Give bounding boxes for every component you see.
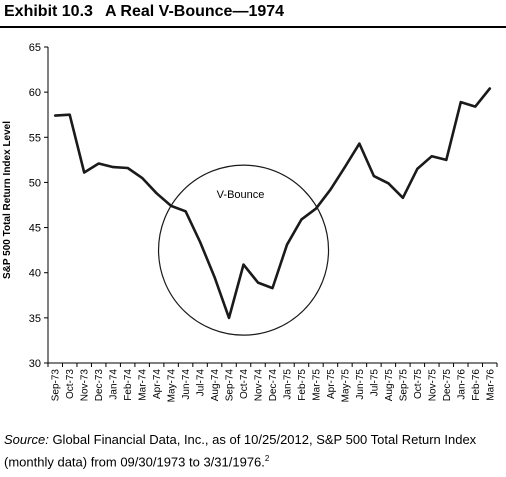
data-point [228, 317, 230, 319]
x-tick-label: Sep-74 [225, 369, 236, 402]
data-point [242, 263, 245, 266]
x-tick-label: Feb-76 [471, 369, 482, 401]
y-tick-label: 65 [29, 42, 41, 54]
annotation-circle [157, 164, 330, 336]
source-label: Source: [4, 432, 49, 447]
y-tick-label: 50 [29, 177, 41, 189]
data-point [358, 142, 361, 145]
x-tick-label: Nov-75 [427, 369, 438, 402]
x-tick-label: Mar-76 [485, 369, 496, 401]
data-point [199, 241, 201, 243]
data-point [474, 105, 477, 108]
x-tick-label: Oct-73 [65, 369, 76, 399]
data-point [488, 87, 491, 90]
x-tick-label: Jun-74 [181, 369, 192, 400]
data-point [459, 101, 462, 103]
data-point [300, 218, 303, 221]
source-text: Global Financial Data, Inc., as of 10/25… [4, 432, 477, 470]
data-point [257, 281, 259, 284]
data-point [83, 171, 86, 174]
series-line [53, 87, 492, 320]
data-point [431, 155, 433, 158]
x-tick-label: Apr-75 [326, 369, 337, 399]
x-tick-label: May-74 [167, 369, 178, 403]
x-tick-label: Feb-74 [123, 369, 134, 401]
data-point [97, 162, 100, 165]
data-point [445, 159, 448, 161]
y-tick-label: 55 [29, 132, 41, 144]
data-point [373, 175, 375, 177]
chart-title: A Real V-Bounce—1974 [105, 3, 285, 20]
x-tick-label: Sep-73 [51, 369, 62, 402]
x-tick-label: Sep-75 [398, 369, 409, 402]
source-note: Source: Global Financial Data, Inc., as … [4, 430, 504, 471]
data-point [387, 182, 390, 185]
data-point [184, 210, 187, 213]
y-tick-label: 30 [29, 358, 41, 370]
y-axis-label: S&P 500 Total Return Index Level [2, 121, 13, 279]
y-tick-label: 60 [29, 87, 41, 99]
x-tick-label: Oct-75 [413, 369, 424, 399]
x-tick-label: Apr-74 [152, 369, 163, 399]
x-tick-label: Dec-74 [268, 369, 279, 402]
data-point [286, 243, 288, 246]
footnote-marker: 2 [264, 454, 270, 463]
y-tick-label: 40 [29, 268, 41, 280]
data-point [402, 196, 404, 199]
data-point [141, 177, 143, 179]
x-tick-label: Jun-75 [355, 369, 366, 400]
data-point [54, 114, 57, 117]
data-point [416, 168, 419, 170]
y-tick-label: 35 [29, 313, 41, 325]
data-point [126, 167, 129, 169]
data-point [68, 113, 71, 116]
data-point [155, 192, 158, 195]
x-tick-label: Jan-75 [282, 369, 293, 400]
x-tick-label: Mar-75 [311, 369, 322, 401]
x-tick-label: Jan-74 [109, 369, 120, 400]
data-point [271, 287, 274, 289]
x-tick-label: Dec-73 [94, 369, 105, 402]
data-point [315, 207, 317, 210]
x-tick-label: Jan-76 [456, 369, 467, 400]
x-tick-label: Aug-74 [210, 369, 221, 402]
x-tick-label: Oct-74 [239, 369, 250, 399]
data-point [112, 166, 114, 168]
x-tick-label: Aug-75 [384, 369, 395, 402]
x-tick-label: Mar-74 [138, 369, 149, 401]
x-tick-label: Jul-74 [196, 369, 207, 397]
x-tick-label: Jul-75 [369, 369, 380, 397]
data-point [344, 166, 346, 168]
x-tick-label: Nov-73 [80, 369, 91, 402]
y-tick-label: 45 [29, 223, 41, 235]
x-tick-label: Dec-75 [442, 369, 453, 402]
data-point [329, 188, 332, 191]
x-tick-label: May-75 [340, 369, 351, 403]
annotation-label: V-Bounce [217, 189, 265, 201]
exhibit-number: Exhibit 10.3 [4, 3, 93, 20]
x-tick-label: Feb-75 [297, 369, 308, 401]
exhibit-title-bar: Exhibit 10.3 A Real V-Bounce—1974 [0, 0, 506, 28]
x-tick-label: Nov-74 [254, 369, 265, 402]
data-point [213, 276, 216, 279]
